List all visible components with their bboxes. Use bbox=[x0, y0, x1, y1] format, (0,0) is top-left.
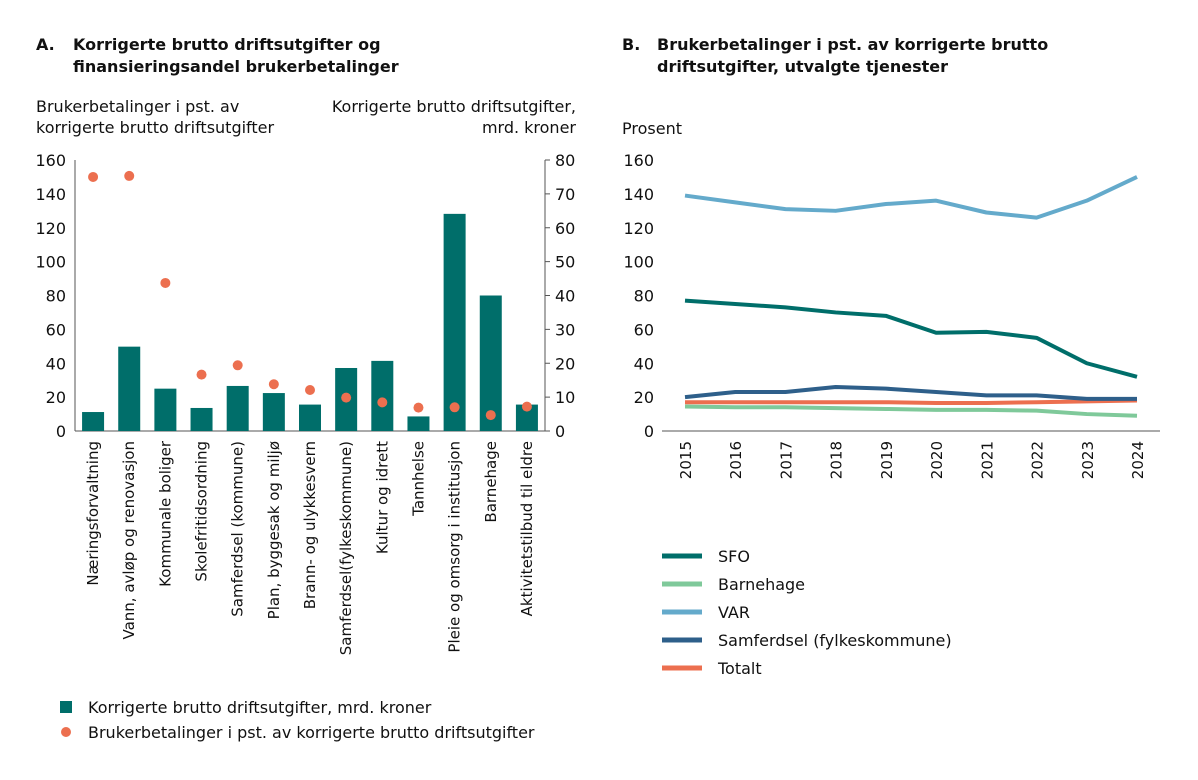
scatter-point bbox=[521, 401, 532, 412]
category-label: Pleie og omsorg i institusjon bbox=[446, 441, 464, 653]
bar bbox=[226, 385, 249, 431]
scatter-point bbox=[160, 277, 171, 288]
left-tick-label: 80 bbox=[46, 287, 66, 306]
y-tick-label: 0 bbox=[644, 422, 654, 441]
right-tick-label: 20 bbox=[555, 354, 575, 373]
scatter-point bbox=[232, 360, 243, 371]
bar bbox=[407, 416, 430, 431]
bar bbox=[299, 404, 321, 431]
left-tick-label: 120 bbox=[35, 219, 66, 238]
right-tick-label: 80 bbox=[555, 151, 575, 170]
left-tick-label: 140 bbox=[35, 185, 66, 204]
category-label: Aktivitetstilbud til eldre bbox=[518, 441, 536, 616]
category-label: Kommunale boliger bbox=[156, 440, 174, 587]
legend-dot-swatch bbox=[61, 727, 71, 737]
x-tick-label: 2018 bbox=[828, 441, 846, 479]
left-tick-label: 100 bbox=[35, 253, 66, 272]
y-tick-label: 140 bbox=[623, 185, 654, 204]
line-samferdsel-fylkeskommune- bbox=[684, 384, 1137, 401]
x-tick-label: 2020 bbox=[928, 441, 946, 479]
right-tick-label: 60 bbox=[555, 219, 575, 238]
legend-label: Korrigerte brutto driftsutgifter, mrd. k… bbox=[88, 698, 432, 717]
bar bbox=[479, 295, 502, 431]
scatter-point bbox=[341, 392, 352, 403]
scatter-point bbox=[124, 170, 135, 181]
right-tick-label: 30 bbox=[555, 320, 575, 339]
x-tick-label: 2024 bbox=[1129, 441, 1147, 479]
legend-label: Barnehage bbox=[718, 575, 805, 594]
y-tick-label: 160 bbox=[623, 151, 654, 170]
line-barnehage bbox=[684, 404, 1138, 418]
legend-label: Samferdsel (fylkeskommune) bbox=[718, 631, 952, 650]
y-tick-label: 120 bbox=[623, 219, 654, 238]
right-tick-label: 10 bbox=[555, 388, 575, 407]
scatter-point bbox=[485, 410, 496, 421]
category-label: Vann, avløp og renovasjon bbox=[120, 441, 138, 640]
scatter-point bbox=[196, 369, 207, 380]
bar bbox=[82, 412, 105, 431]
category-label: Kultur og idrett bbox=[373, 441, 391, 554]
bar bbox=[515, 404, 538, 431]
bar bbox=[443, 213, 466, 431]
category-label: Næringsforvaltning bbox=[84, 441, 102, 586]
x-tick-label: 2015 bbox=[677, 441, 695, 479]
line-var bbox=[684, 175, 1138, 220]
right-tick-label: 0 bbox=[555, 422, 565, 441]
left-tick-label: 40 bbox=[46, 354, 66, 373]
y-tick-label: 80 bbox=[634, 287, 654, 306]
scatter-point bbox=[88, 171, 99, 182]
panel-b-label: B. bbox=[622, 35, 641, 54]
legend-label: VAR bbox=[718, 603, 750, 622]
category-label: Samferdsel (kommune) bbox=[229, 441, 247, 617]
left-tick-label: 20 bbox=[46, 388, 66, 407]
left-tick-label: 160 bbox=[35, 151, 66, 170]
right-tick-label: 70 bbox=[555, 185, 575, 204]
category-label: Skolefritidsordning bbox=[193, 441, 211, 582]
legend-label: Totalt bbox=[717, 659, 762, 678]
right-tick-label: 40 bbox=[555, 287, 575, 306]
category-label: Tannhelse bbox=[409, 441, 427, 517]
y-tick-label: 20 bbox=[634, 388, 654, 407]
y-tick-label: 40 bbox=[634, 354, 654, 373]
right-tick-label: 50 bbox=[555, 253, 575, 272]
category-label: Samferdsel(fylkeskommune) bbox=[337, 441, 355, 655]
scatter-point bbox=[413, 402, 424, 413]
x-tick-label: 2021 bbox=[978, 441, 996, 479]
scatter-point bbox=[268, 379, 279, 390]
left-tick-label: 60 bbox=[46, 320, 66, 339]
left-tick-label: 0 bbox=[56, 422, 66, 441]
panel-a-label: A. bbox=[36, 35, 55, 54]
line-totalt bbox=[685, 398, 1138, 406]
x-tick-label: 2022 bbox=[1029, 441, 1047, 479]
x-tick-label: 2017 bbox=[777, 441, 795, 479]
y-tick-label: 60 bbox=[634, 320, 654, 339]
bar bbox=[371, 360, 394, 431]
scatter-point bbox=[305, 385, 315, 396]
y-tick-label: 100 bbox=[623, 253, 654, 272]
x-tick-label: 2023 bbox=[1079, 441, 1097, 479]
scatter-point bbox=[377, 397, 388, 408]
bar bbox=[154, 388, 177, 431]
panel-b-title: Brukerbetalinger i pst. av korrigerte br… bbox=[657, 35, 1049, 76]
legend-label: Brukerbetalinger i pst. av korrigerte br… bbox=[88, 723, 535, 742]
category-label: Brann- og ulykkesvern bbox=[301, 441, 319, 609]
bar bbox=[118, 346, 141, 431]
legend-label: SFO bbox=[718, 547, 750, 566]
line-sfo bbox=[684, 298, 1138, 379]
right-axis-label: Korrigerte brutto driftsutgifter, mrd. k… bbox=[331, 97, 576, 137]
left-axis-label: Brukerbetalinger i pst. av korrigerte br… bbox=[36, 97, 275, 137]
bar bbox=[262, 393, 285, 431]
x-tick-label: 2016 bbox=[727, 441, 745, 479]
panel-a-title: Korrigerte brutto driftsutgifter og fina… bbox=[73, 35, 399, 76]
y-axis-label: Prosent bbox=[622, 119, 682, 138]
category-label: Barnehage bbox=[482, 441, 500, 523]
bar bbox=[190, 407, 213, 431]
legend-bar-swatch bbox=[60, 701, 72, 713]
x-tick-label: 2019 bbox=[878, 441, 896, 479]
category-label: Plan, byggesak og miljø bbox=[265, 441, 283, 619]
scatter-point bbox=[449, 402, 460, 413]
